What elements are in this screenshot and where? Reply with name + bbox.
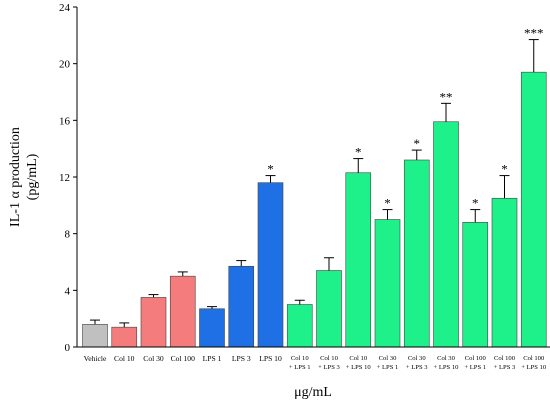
bar-col [111,326,138,348]
y-tick-label: 20 [59,59,71,71]
y-axis-ticks: 0 4 8 12 16 20 24 [59,2,77,354]
error-bar [148,294,159,298]
error-bar [90,319,100,325]
significance-markers-layer: *********** [267,26,543,211]
significance-marker: * [267,162,274,177]
x-tick-label-line1: Col 30 [408,355,426,362]
x-tick-label-line1: Col 30 [437,355,455,362]
x-tick-label-line2: + LPS 1 [377,364,399,371]
x-tick-label-line2: + LPS 3 [406,364,428,371]
x-axis-title: μg/mL [294,385,332,400]
error-bar [470,209,481,223]
error-bar [177,271,188,277]
x-tick-label: LPS 3 [232,354,251,363]
bar-combo [491,197,518,348]
y-tick-label: 16 [59,115,71,127]
x-tick-label: Col 100 [171,354,195,363]
y-axis-title-line2: (pg/mL) [25,153,40,200]
y-tick-label: 0 [65,342,71,354]
bar-combo [403,159,430,348]
x-tick-label-line1: Col 100 [523,355,545,362]
x-tick-label-line2: + LPS 3 [494,364,516,371]
error-bar [119,322,130,328]
y-tick-label: 24 [59,2,71,14]
error-bars-layer [90,39,539,328]
x-tick-label-line2: + LPS 1 [464,364,486,371]
bar-col [169,275,196,348]
bar-combo [374,219,401,348]
significance-marker: * [472,196,479,211]
error-bar [411,149,422,160]
error-bar [499,175,510,199]
x-tick-label-line1: Col 10 [320,355,338,362]
bars-layer [82,71,547,348]
bar-vehicle [82,324,108,348]
error-bar [265,175,276,183]
error-bar [294,299,305,305]
significance-marker: * [414,136,421,151]
x-tick-label: Col 30 [143,354,164,363]
y-tick-label: 8 [65,229,71,241]
bar-lps [257,182,284,348]
significance-marker: *** [524,26,544,41]
error-bar [353,158,364,173]
significance-marker: * [501,162,508,177]
error-bar [382,209,393,220]
bar-combo [316,270,342,348]
bar-combo [286,304,313,348]
y-axis-title-line1: IL-1 α production [8,127,23,227]
bar-lps [228,265,255,348]
x-tick-label: LPS 10 [259,354,282,363]
bar-combo [462,222,489,348]
significance-marker: * [384,196,391,211]
error-bar [441,102,451,122]
x-axis-category-labels: Vehicle Col 10 Col 30 Col 100 LPS 1 LPS 3 LPS … [84,354,547,371]
x-tick-label-line1: Col 30 [379,355,397,362]
x-tick-label-line2: + LPS 3 [318,364,340,371]
x-tick-label: Vehicle [84,354,107,363]
x-tick-label-line2: + LPS 10 [346,364,372,371]
x-tick-label-line1: Col 100 [465,355,487,362]
x-tick-label-line1: Col 100 [494,355,516,362]
bar-col [140,297,167,348]
x-tick-label: Col 10 [114,354,135,363]
x-tick-label-line1: Col 10 [349,355,367,362]
error-bar [236,260,247,267]
x-tick-label-line2: + LPS 1 [289,364,311,371]
x-tick-label-line1: Col 10 [291,355,309,362]
x-tick-label: LPS 1 [203,354,222,363]
significance-marker: ** [440,89,453,104]
bar-combo [520,71,547,348]
x-tick-label-line2: + LPS 10 [521,364,547,371]
x-tick-label-line2: + LPS 10 [434,364,460,371]
error-bar [324,257,334,271]
error-bar [528,39,539,73]
bar-combo [345,172,372,348]
error-bar [207,306,217,309]
bar-lps [199,308,225,348]
y-tick-label: 12 [59,172,70,184]
significance-marker: * [355,145,362,160]
bar-combo [433,121,459,348]
y-tick-label: 4 [65,285,71,297]
